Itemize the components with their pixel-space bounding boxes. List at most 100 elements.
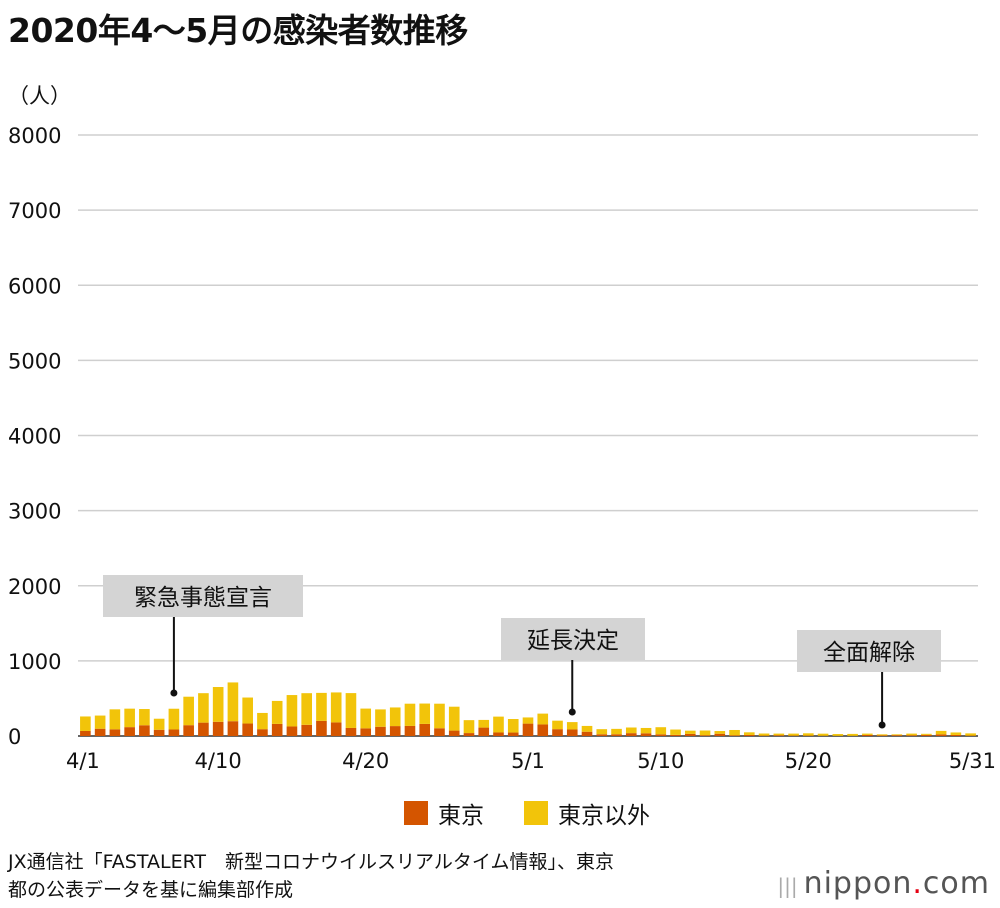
source-note: JX通信社「FASTALERT 新型コロナウイルスリアルタイム情報」、東京 都の… <box>8 848 614 904</box>
bar-tokyo <box>448 730 460 736</box>
legend-label-outside-tokyo: 東京以外 <box>558 803 650 829</box>
bar-outside-tokyo <box>389 707 401 727</box>
bar-outside-tokyo <box>950 732 962 735</box>
bar-tokyo <box>109 729 121 736</box>
bar-outside-tokyo <box>758 733 770 736</box>
bar-tokyo <box>596 734 608 736</box>
bar-tokyo <box>330 722 342 736</box>
x-tick-label: 4/20 <box>342 749 389 773</box>
bar-tokyo <box>699 735 711 736</box>
bar-tokyo <box>552 729 563 736</box>
bar-tokyo <box>257 729 268 736</box>
legend-label-tokyo: 東京 <box>438 803 484 829</box>
x-tick-label: 5/1 <box>511 749 545 773</box>
stacked-bar-chart: 0 1000 2000 3000 4000 5000 6000 7000 8000 4/1 4/10… <box>8 124 996 773</box>
bar-outside-tokyo <box>566 722 578 730</box>
brand-dot: . <box>912 866 923 901</box>
bar-tokyo <box>183 725 194 736</box>
y-tick-label: 8000 <box>8 124 61 148</box>
brand-logo: ||| nippon.com <box>777 866 990 901</box>
bar-tokyo <box>670 734 681 736</box>
bar-outside-tokyo <box>891 734 903 736</box>
bar-tokyo <box>242 723 253 736</box>
bar-tokyo <box>286 726 298 736</box>
bar-outside-tokyo <box>153 718 165 730</box>
y-tick-label: 6000 <box>8 274 61 298</box>
bar-outside-tokyo <box>611 728 622 735</box>
bar-outside-tokyo <box>316 692 327 721</box>
bar-tokyo <box>507 732 519 736</box>
bar-outside-tokyo <box>168 708 180 730</box>
bar-tokyo <box>714 733 726 736</box>
y-tick-label: 2000 <box>8 575 61 599</box>
annotation-label: 全面解除 <box>823 640 915 666</box>
bar-tokyo <box>906 735 917 736</box>
legend-item-outside-tokyo: 東京以外 <box>524 796 650 830</box>
y-axis-unit: （人） <box>8 84 71 108</box>
bar-outside-tokyo <box>625 727 637 734</box>
bar-outside-tokyo <box>286 695 298 727</box>
bar-tokyo <box>862 734 873 736</box>
bar-outside-tokyo <box>271 700 283 724</box>
annotation-dot <box>878 721 886 729</box>
bar-tokyo <box>566 729 578 736</box>
bar-tokyo <box>950 734 962 736</box>
bar-outside-tokyo <box>330 692 342 723</box>
bar-outside-tokyo <box>242 697 253 724</box>
bar-outside-tokyo <box>640 727 652 734</box>
bar-tokyo <box>360 728 372 736</box>
annotation-label: 緊急事態宣言 <box>134 585 272 611</box>
bar-outside-tokyo <box>729 729 740 736</box>
bar-tokyo <box>891 735 903 736</box>
y-tick-label: 5000 <box>8 349 61 373</box>
bar-tokyo <box>404 725 416 736</box>
legend-swatch-tokyo <box>404 801 428 825</box>
x-tick-label: 5/31 <box>949 749 996 773</box>
brand-name: nippon <box>803 866 913 901</box>
annotation-dot <box>170 689 178 697</box>
bar-outside-tokyo <box>198 693 209 723</box>
bar-tokyo <box>389 726 401 736</box>
bar-outside-tokyo <box>803 733 814 736</box>
bar-tokyo <box>168 729 180 736</box>
bar-outside-tokyo <box>463 720 475 734</box>
bar-outside-tokyo <box>552 720 563 730</box>
bar-outside-tokyo <box>345 693 357 728</box>
bar-outside-tokyo <box>507 719 519 733</box>
bar-outside-tokyo <box>817 733 829 736</box>
bar-tokyo <box>227 721 239 736</box>
bar-outside-tokyo <box>227 682 239 722</box>
bar-tokyo <box>139 725 150 736</box>
bar-outside-tokyo <box>94 715 106 729</box>
bar-outside-tokyo <box>434 703 445 729</box>
bar-outside-tokyo <box>965 733 976 736</box>
bar-outside-tokyo <box>419 703 431 724</box>
bar-outside-tokyo <box>596 729 608 735</box>
bar-tokyo <box>434 728 445 736</box>
x-tick-label: 5/10 <box>637 749 684 773</box>
source-line: 都の公表データを基に編集部作成 <box>8 879 294 901</box>
bar-outside-tokyo <box>788 733 799 736</box>
bar-outside-tokyo <box>522 717 534 724</box>
bar-tokyo <box>124 727 135 736</box>
bar-tokyo <box>80 730 91 736</box>
bar-outside-tokyo <box>655 727 667 735</box>
y-tick-label: 7000 <box>8 199 61 223</box>
bar-outside-tokyo <box>684 730 696 734</box>
bar-outside-tokyo <box>773 733 785 736</box>
bar-tokyo <box>375 726 386 736</box>
bar-outside-tokyo <box>670 729 681 735</box>
bar-outside-tokyo <box>360 708 372 729</box>
annotation-label: 延長決定 <box>527 628 619 654</box>
bar-tokyo <box>212 721 224 736</box>
bar-outside-tokyo <box>493 716 504 733</box>
bar-outside-tokyo <box>581 725 593 732</box>
bar-tokyo <box>537 724 549 736</box>
bar-tokyo <box>876 735 888 736</box>
bar-tokyo <box>625 733 637 736</box>
bar-outside-tokyo <box>537 713 549 725</box>
bar-outside-tokyo <box>876 734 888 736</box>
bar-tokyo <box>478 727 490 736</box>
bar-tokyo <box>935 734 947 736</box>
x-tick-label: 4/1 <box>66 749 100 773</box>
